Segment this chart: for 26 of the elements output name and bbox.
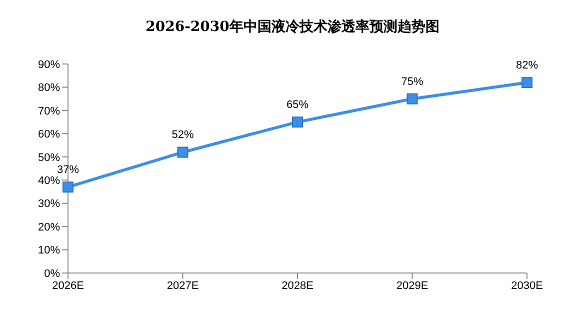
data-label: 82% [516,60,538,72]
x-tick-label: 2028E [282,280,314,292]
point [406,93,418,104]
y-tick-label: 90% [38,58,60,71]
data-label: 37% [56,164,80,176]
y-tick-label: 30% [38,198,60,210]
y-tick-label: 20% [38,221,60,234]
point [62,182,74,193]
x-tick-label: 2026E [52,280,84,292]
y-tick-label: 70% [38,105,60,118]
chart-title: 2026-2030年中国液冷技术渗透率预测趋势图 [144,18,440,37]
y-tick-label: 0% [44,268,60,280]
y-tick-label: 40% [38,175,60,188]
x-tick-label: 2030E [511,280,543,292]
y-tick-label: 60% [38,128,60,141]
point [177,146,188,158]
y-tick-label: 10% [38,244,60,257]
data-label: 75% [401,76,424,88]
x-tick-label: 2027E [166,280,199,292]
point [522,77,532,88]
x-tick-label: 2029E [396,280,428,292]
data-label: 65% [286,99,309,112]
data-label: 52% [172,129,194,142]
y-tick-label: 80% [38,82,60,94]
y-tick-label: 50% [38,152,60,164]
point [292,116,303,128]
